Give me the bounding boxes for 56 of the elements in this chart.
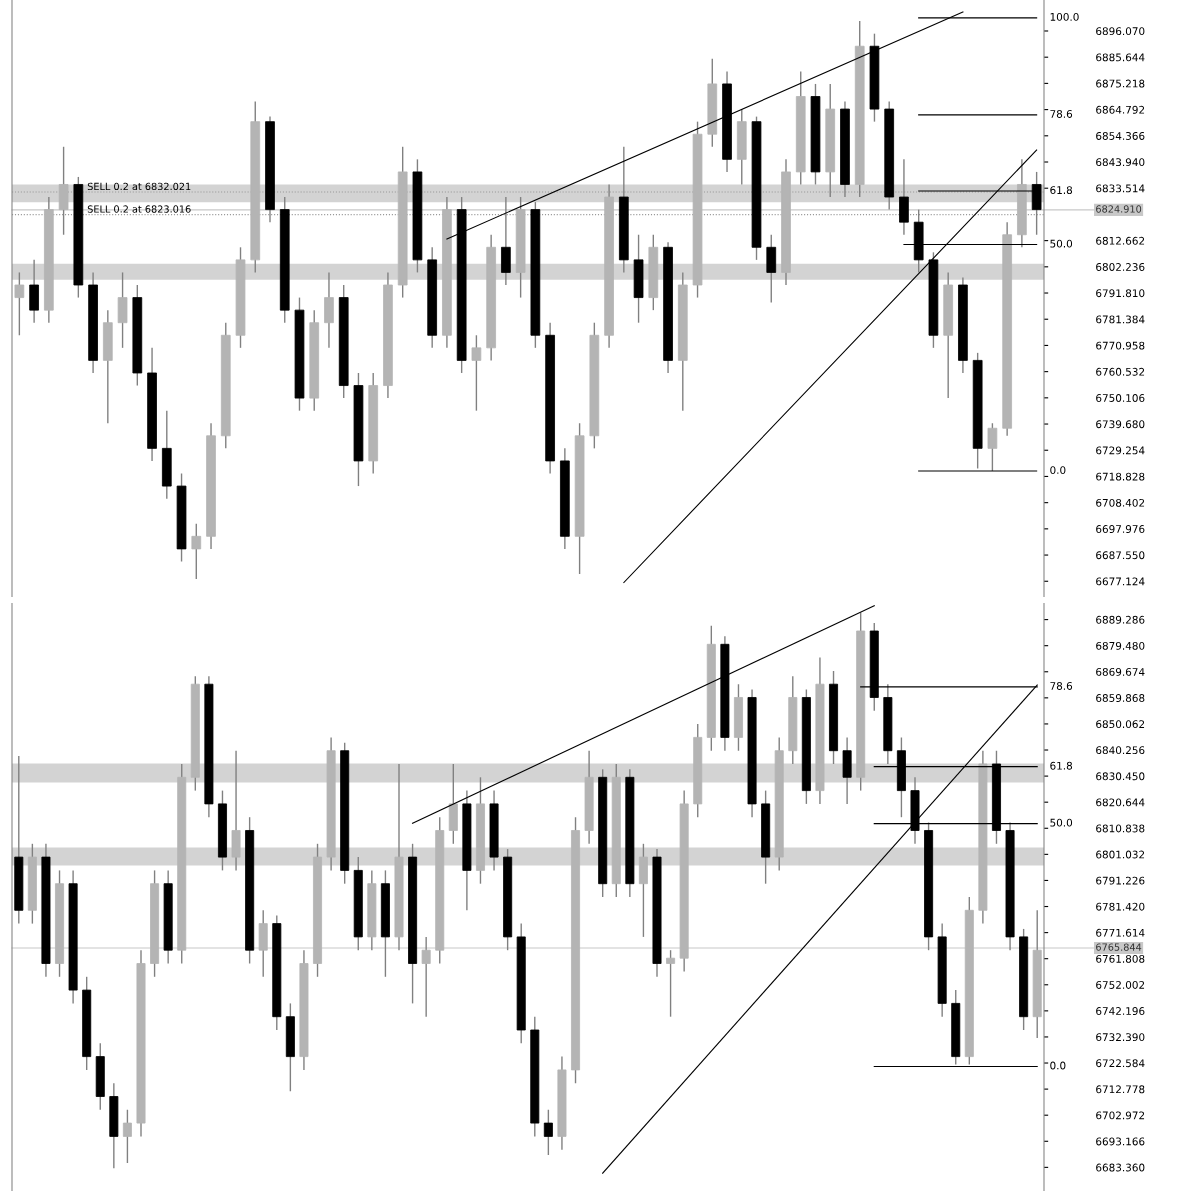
y-tick-label: 6742.196 xyxy=(1096,1007,1145,1015)
y-tick-label: 6722.584 xyxy=(1096,1059,1145,1068)
y-tick-label: 6850.062 xyxy=(1096,720,1145,729)
y-tick-label: 6801.032 xyxy=(1096,850,1145,859)
y-tick-label: 6840.256 xyxy=(1096,746,1145,755)
y-tick-label: 6875.218 xyxy=(1096,79,1145,88)
legend-label: 0.0 xyxy=(1050,466,1066,475)
y-tick-label: 6885.644 xyxy=(1096,53,1145,62)
y-tick-label: 6761.808 xyxy=(1096,954,1145,963)
y-tick-label: 6896.070 xyxy=(1096,27,1145,36)
y-tick-label: 6750.106 xyxy=(1096,394,1145,402)
y-tick-label: 6802.236 xyxy=(1096,263,1145,271)
y-tick-label: 6708.402 xyxy=(1096,498,1145,507)
ref-line-label: SELL 0.2 at 6823.016 xyxy=(87,205,191,213)
y-tick-label: 6791.810 xyxy=(1096,289,1145,298)
y-tick-label: 6812.662 xyxy=(1096,236,1145,245)
ref-line-label: 6824.910 xyxy=(1096,205,1142,213)
legend-label: 78.6 xyxy=(1050,682,1073,690)
ref-line-label: SELL 0.2 at 6832.021 xyxy=(87,182,191,191)
y-tick-label: 6718.828 xyxy=(1096,472,1145,481)
legend-label: 61.8 xyxy=(1050,761,1073,770)
y-tick-label: 6677.124 xyxy=(1096,577,1145,586)
y-tick-label: 6781.420 xyxy=(1096,902,1145,911)
y-tick-label: 6739.680 xyxy=(1096,420,1145,429)
y-tick-label: 6693.166 xyxy=(1096,1137,1145,1146)
y-tick-label: 6702.972 xyxy=(1096,1111,1145,1120)
legend-label: 61.8 xyxy=(1050,186,1073,195)
y-tick-label: 6712.778 xyxy=(1096,1085,1145,1094)
legend-label: 78.6 xyxy=(1050,110,1073,118)
y-tick-label: 6760.532 xyxy=(1096,367,1145,376)
series-label: 50.0 xyxy=(1050,818,1073,827)
y-tick-label: 6683.360 xyxy=(1096,1163,1145,1172)
y-tick-label: 6771.614 xyxy=(1096,928,1145,937)
ref-line-label: 6765.844 xyxy=(1096,943,1142,951)
legend-label: 50.0 xyxy=(1050,239,1073,248)
y-tick-label: 6830.450 xyxy=(1096,772,1145,781)
y-tick-label: 6687.550 xyxy=(1096,551,1145,560)
y-tick-label: 6770.958 xyxy=(1096,341,1145,350)
y-tick-label: 6879.480 xyxy=(1096,641,1145,650)
y-tick-label: 6843.940 xyxy=(1096,158,1145,167)
y-tick-label: 6729.254 xyxy=(1096,446,1145,455)
y-tick-label: 6854.366 xyxy=(1096,132,1145,140)
y-tick-label: 6833.514 xyxy=(1096,184,1145,193)
y-tick-label: 6859.868 xyxy=(1096,694,1145,702)
y-tick-label: 6781.384 xyxy=(1096,315,1145,324)
y-tick-label: 6820.644 xyxy=(1096,798,1145,807)
series-label: 100.0 xyxy=(1050,12,1079,21)
y-tick-label: 6810.838 xyxy=(1096,824,1145,833)
y-tick-label: 6732.390 xyxy=(1096,1033,1145,1042)
legend-label: 0.0 xyxy=(1050,1061,1066,1070)
y-tick-label: 6869.674 xyxy=(1096,667,1145,676)
y-tick-label: 6889.286 xyxy=(1096,615,1145,624)
y-tick-label: 6864.792 xyxy=(1096,105,1145,114)
y-tick-label: 6791.226 xyxy=(1096,876,1145,885)
y-tick-label: 6697.976 xyxy=(1096,525,1145,533)
y-tick-label: 6752.002 xyxy=(1096,981,1145,989)
